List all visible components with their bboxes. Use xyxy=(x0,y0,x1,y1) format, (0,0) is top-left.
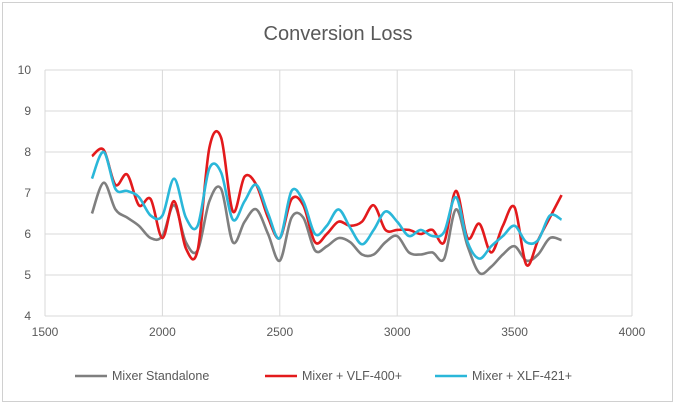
legend-label: Mixer + VLF-400+ xyxy=(302,369,402,383)
y-tick-label: 6 xyxy=(24,227,31,241)
x-tick-label: 3500 xyxy=(501,325,528,339)
x-tick-label: 3000 xyxy=(384,325,411,339)
y-tick-label: 5 xyxy=(24,268,31,282)
y-tick-label: 10 xyxy=(18,63,32,77)
legend-label: Mixer + XLF-421+ xyxy=(472,369,572,383)
x-tick-label: 4000 xyxy=(619,325,646,339)
series-line-2 xyxy=(91,129,563,267)
series-line-3 xyxy=(90,150,563,260)
chart-title: Conversion Loss xyxy=(264,23,413,45)
legend-label: Mixer Standalone xyxy=(112,369,209,383)
legend: Mixer Standalone Mixer + VLF-400+ Mixer + … xyxy=(75,369,572,383)
grid xyxy=(44,69,633,317)
y-tick-label: 8 xyxy=(24,145,31,159)
x-tick-label: 1500 xyxy=(32,325,59,339)
x-tick-label: 2500 xyxy=(266,325,293,339)
series-lines xyxy=(90,129,563,276)
tick-labels: 4 5 6 7 8 9 10 1500 2000 2500 3000 3500 4000 xyxy=(18,63,646,339)
x-tick-label: 2000 xyxy=(149,325,176,339)
y-tick-label: 7 xyxy=(24,186,31,200)
y-tick-label: 4 xyxy=(24,309,31,323)
y-tick-label: 9 xyxy=(24,104,31,118)
